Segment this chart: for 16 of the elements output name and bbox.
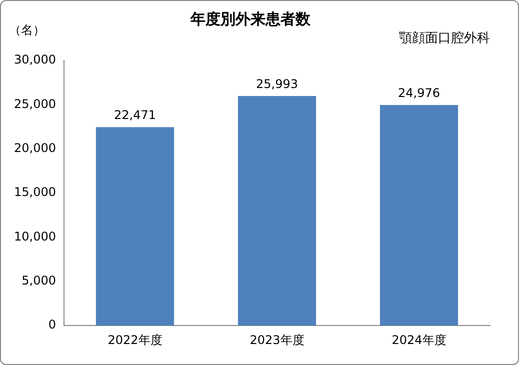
chart-subtitle: 顎顔面口腔外科 [399,31,490,46]
y-tick-label: 20,000 [14,141,56,156]
data-label: 22,471 [114,108,156,122]
y-tick-label: 5,000 [22,274,56,288]
y-tick-label: 0 [48,318,56,332]
x-tick-label: 2023年度 [250,332,304,347]
data-label: 25,993 [256,77,298,92]
x-tick-label: 2022年度 [108,332,162,347]
y-tick-label: 30,000 [14,52,56,67]
chart-title: 年度別外来患者数 [190,10,312,28]
y-tick-label: 15,000 [14,185,56,200]
x-tick-label: 2024年度 [392,332,446,347]
data-label: 24,976 [398,86,440,100]
y-tick-label: 25,000 [14,96,56,111]
y-tick-label: 10,000 [14,229,56,244]
y-axis-title: （名） [9,23,45,38]
